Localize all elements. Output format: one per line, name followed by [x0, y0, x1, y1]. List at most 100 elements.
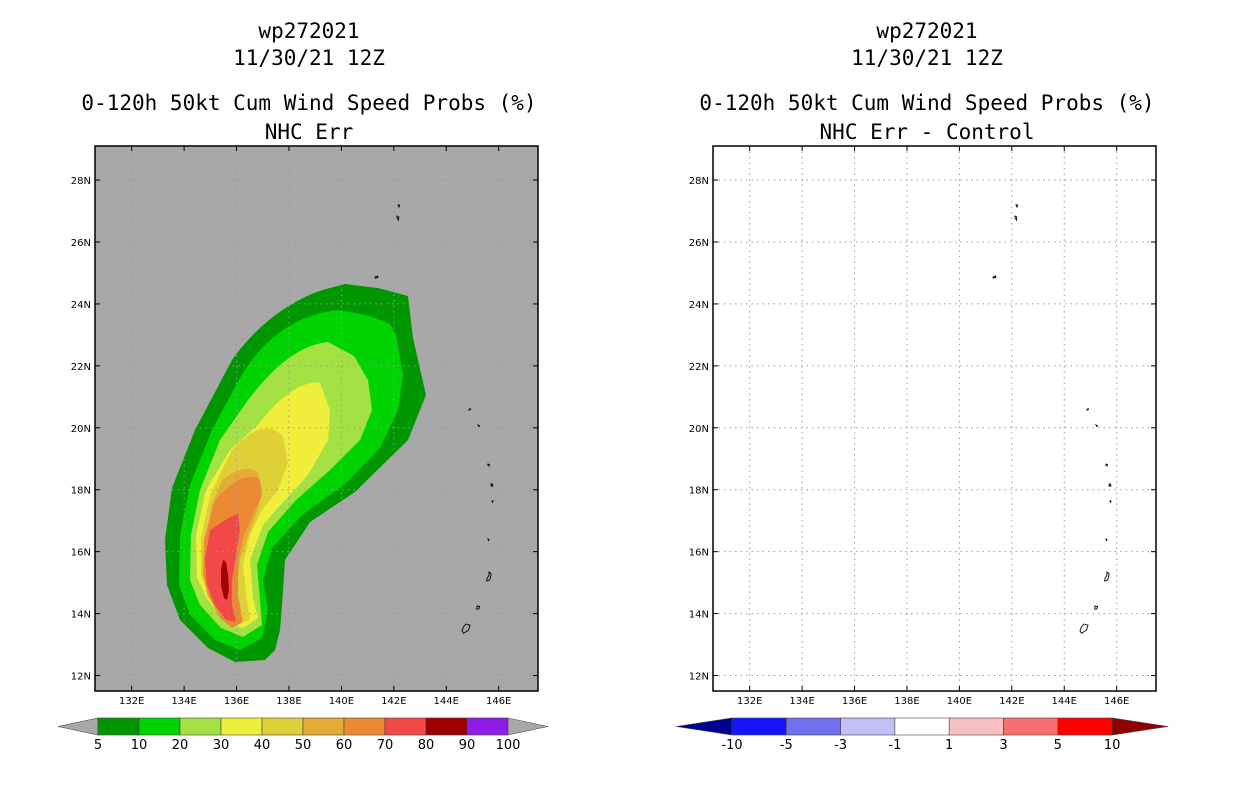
island-outline	[1105, 538, 1108, 542]
y-tick-label: 26N	[689, 238, 709, 249]
colorbar-label: 5	[94, 738, 102, 753]
right-panel: wp272021 11/30/21 12Z 0-120h 50kt Cum Wi…	[618, 0, 1236, 800]
probability-map: 132E 134E 136E 138E 140E 142E 144E 146E 12N 14N 1…	[57, 145, 549, 753]
colorbar-end-low	[675, 717, 733, 736]
island-outline	[1014, 215, 1018, 222]
island-outline	[396, 215, 400, 222]
y-tick-label: 16N	[71, 548, 91, 559]
colorbar-segment	[261, 717, 304, 736]
colorbar-segment	[220, 717, 263, 736]
plot-frame	[712, 145, 1157, 692]
colorbar-segment	[179, 717, 222, 736]
colorbar-label: -5	[780, 738, 793, 753]
x-axis-ticks: 132E 134E 136E 138E 140E 142E 144E 146E	[737, 146, 1129, 707]
colorbar-label: -10	[721, 738, 742, 753]
colorbar-label: 100	[496, 738, 521, 753]
island-outline	[461, 623, 471, 634]
y-tick-label: 20N	[71, 424, 91, 435]
grid-lines	[713, 146, 1156, 691]
x-tick-label: 146E	[486, 696, 511, 707]
y-tick-label: 16N	[689, 548, 709, 559]
storm-id-label: wp272021	[258, 19, 360, 43]
island-outline	[487, 538, 490, 542]
x-tick-label: 136E	[224, 696, 249, 707]
colorbar-segment	[97, 717, 140, 736]
y-tick-label: 18N	[689, 486, 709, 497]
colorbar-label: 70	[377, 738, 394, 753]
y-axis-ticks: 12N 14N 16N 18N 20N 22N 24N 26N 28N	[71, 176, 538, 683]
island-outlines	[992, 204, 1112, 634]
y-tick-label: 28N	[689, 176, 709, 187]
colorbar-segment	[384, 717, 427, 736]
x-tick-label: 146E	[1104, 696, 1129, 707]
colorbar-segment	[894, 717, 950, 736]
x-tick-label: 134E	[171, 696, 196, 707]
island-outline	[1105, 463, 1109, 467]
colorbar-label: 3	[999, 738, 1007, 753]
colorbar-segment	[1057, 717, 1113, 736]
y-axis-ticks: 12N 14N 16N 18N 20N 22N 24N 26N 28N	[689, 176, 1156, 683]
colorbar-label: 90	[459, 738, 476, 753]
chart-title: 0-120h 50kt Cum Wind Speed Probs (%)	[81, 91, 537, 115]
colorbar-segment	[786, 717, 841, 736]
y-tick-label: 24N	[71, 300, 91, 311]
y-tick-label: 12N	[689, 672, 709, 683]
colorbar-end-low	[57, 717, 99, 736]
colorbar-label: 30	[213, 738, 230, 753]
colorbar: 5 10 20 30 40 50 60 70 80 90 100	[57, 717, 549, 753]
datetime-label: 11/30/21 12Z	[233, 46, 385, 70]
x-tick-label: 138E	[276, 696, 301, 707]
colorbar-segment	[466, 717, 509, 736]
y-tick-label: 28N	[71, 176, 91, 187]
island-outlines	[374, 204, 494, 634]
colorbar-label: 1	[945, 738, 953, 753]
y-tick-label: 18N	[71, 486, 91, 497]
island-outline	[490, 483, 494, 487]
island-outline	[992, 275, 997, 279]
colorbar-label: 10	[131, 738, 148, 753]
x-tick-label: 132E	[737, 696, 762, 707]
colorbar-segment	[425, 717, 468, 736]
datetime-label: 11/30/21 12Z	[851, 46, 1003, 70]
colorbar-segment	[840, 717, 896, 736]
colorbar-segment	[731, 717, 787, 736]
island-outline	[1085, 407, 1090, 412]
contour-80	[221, 560, 229, 600]
colorbar: -10 -5 -3 -1 1 3 5 10	[675, 717, 1169, 753]
colorbar-end-high	[1111, 717, 1169, 736]
left-panel: wp272021 11/30/21 12Z 0-120h 50kt Cum Wi…	[57, 19, 549, 753]
island-outline	[487, 463, 491, 467]
x-tick-label: 136E	[842, 696, 867, 707]
island-outline	[467, 407, 472, 412]
y-tick-label: 14N	[71, 610, 91, 621]
colorbar-label: 60	[336, 738, 353, 753]
plot-background	[713, 146, 1156, 691]
island-outline	[1079, 623, 1089, 634]
island-outline	[476, 605, 481, 610]
storm-id-label: wp272021	[876, 19, 978, 43]
island-outline	[1108, 483, 1112, 487]
colorbar-segment	[138, 717, 181, 736]
colorbar-label: 50	[295, 738, 312, 753]
x-tick-label: 142E	[381, 696, 406, 707]
island-outline	[1094, 605, 1099, 610]
island-outline	[1015, 204, 1019, 209]
x-tick-label: 144E	[434, 696, 459, 707]
x-tick-label: 138E	[894, 696, 919, 707]
chart-subtitle: NHC Err	[264, 120, 354, 144]
y-tick-label: 20N	[689, 424, 709, 435]
plot-frame	[94, 145, 539, 692]
colorbar-label: 5	[1054, 738, 1062, 753]
x-tick-label: 134E	[789, 696, 814, 707]
contour-fill-group	[165, 284, 426, 662]
x-tick-label: 140E	[329, 696, 354, 707]
colorbar-label: -1	[888, 738, 901, 753]
x-tick-label: 132E	[119, 696, 144, 707]
grid-lines	[95, 146, 538, 691]
island-outline	[476, 423, 481, 428]
y-tick-label: 22N	[71, 362, 91, 373]
colorbar-segment	[1003, 717, 1059, 736]
island-outline	[1109, 500, 1112, 504]
y-tick-label: 12N	[71, 672, 91, 683]
colorbar-label: 10	[1104, 738, 1121, 753]
